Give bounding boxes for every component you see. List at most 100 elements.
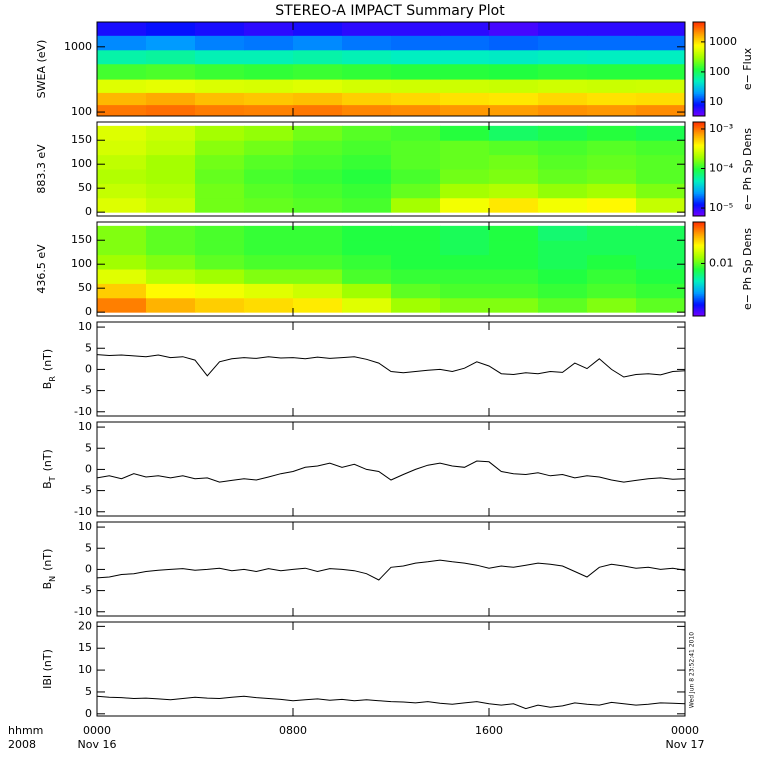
heatmap-cell: [440, 297, 490, 313]
heatmap-cell: [440, 22, 490, 36]
heatmap-cell: [293, 240, 343, 256]
plot-area: [97, 354, 685, 378]
colorbar-cell: [693, 208, 705, 211]
heatmap-cell: [587, 125, 637, 141]
y-axis-label: 436.5 eV: [35, 244, 48, 294]
heatmap-cell: [538, 283, 588, 299]
panel-frame: [96, 321, 686, 417]
heatmap-cell: [293, 125, 343, 141]
heatmap-cell: [244, 104, 294, 116]
y-tick-label: 10: [78, 663, 92, 676]
heatmap-cell: [195, 254, 245, 270]
heatmap-cell: [146, 140, 196, 156]
heatmap-cell: [636, 22, 685, 36]
heatmap-cell: [97, 197, 147, 213]
heatmap-cell: [342, 49, 392, 65]
heatmap-cell: [97, 63, 147, 80]
colorbar-cell: [693, 30, 705, 33]
colorbar-cell: [693, 128, 705, 131]
heatmap-cell: [146, 283, 196, 299]
panel-frame: [96, 21, 686, 117]
colorbar-cell: [693, 134, 705, 137]
y-tick-label: 10: [78, 320, 92, 333]
colorbar-cell: [693, 184, 705, 187]
colorbar-label: e− Ph Sp Dens: [741, 128, 754, 210]
colorbar-cell: [693, 266, 705, 269]
colorbar-cell: [693, 198, 705, 201]
heatmap-cell: [636, 297, 685, 313]
y-tick-label: 1000: [64, 40, 92, 53]
y-axis-label-text: B: [41, 582, 54, 590]
colorbar-cell: [693, 242, 705, 245]
heatmap-cell: [391, 254, 441, 270]
panel-frame: [96, 221, 686, 317]
colorbar-cell: [693, 212, 705, 215]
colorbar-cell: [693, 314, 705, 317]
heatmap-cell: [244, 140, 294, 156]
colorbar-cell: [693, 302, 705, 305]
colorbar-cell: [693, 44, 705, 47]
heatmap-cell: [587, 79, 637, 93]
y-tick-label: 0: [85, 462, 92, 475]
y-tick-label: 100: [71, 105, 92, 118]
heatmap-cell: [391, 49, 441, 65]
colorbar-cell: [693, 52, 705, 55]
colorbar-cell: [693, 312, 705, 315]
y-tick-label: 100: [71, 257, 92, 270]
heatmap-cell: [440, 169, 490, 184]
y-axis-label-sub: R: [48, 376, 57, 382]
heatmap-cell: [440, 225, 490, 241]
colorbar-cell: [693, 204, 705, 207]
colorbar-cell: [693, 150, 705, 153]
heatmap-cell: [244, 269, 294, 284]
colorbar-cell: [693, 230, 705, 233]
colorbar-cell: [693, 32, 705, 35]
colorbar-cell: [693, 306, 705, 309]
heatmap-cell: [146, 35, 196, 51]
colorbar-cell: [693, 24, 705, 27]
heatmap-cell: [636, 183, 685, 199]
heatmap-cell: [636, 79, 685, 93]
colorbar-cell: [693, 286, 705, 289]
heatmap-cell: [244, 49, 294, 65]
heatmap-cell: [489, 169, 539, 184]
heatmap-cell: [244, 154, 294, 170]
heatmap-cell: [587, 169, 637, 184]
y-tick-label: 150: [71, 233, 92, 246]
heatmap-cell: [293, 254, 343, 270]
colorbar-cell: [693, 168, 705, 171]
heatmap-cell: [391, 169, 441, 184]
heatmap-cell: [636, 254, 685, 270]
heatmap-cell: [244, 35, 294, 51]
heatmap-cell: [538, 183, 588, 199]
y-axis-label-text: 883.3 eV: [35, 144, 48, 194]
colorbar-cell: [693, 246, 705, 249]
colorbar-cell: [693, 70, 705, 73]
x-axis-label: 2008: [8, 738, 36, 751]
heatmap-cell: [293, 63, 343, 80]
heatmap-cell: [195, 197, 245, 213]
heatmap-cell: [538, 254, 588, 270]
colorbar-cell: [693, 228, 705, 231]
heatmap-cell: [489, 125, 539, 141]
heatmap-cell: [636, 197, 685, 213]
colorbar-label: e− Ph Sp Dens: [741, 228, 754, 310]
heatmap-cell: [538, 79, 588, 93]
colorbar-cell: [693, 42, 705, 45]
colorbar-cell: [693, 74, 705, 77]
heatmap-cell: [342, 63, 392, 80]
heatmap-cell: [146, 240, 196, 256]
y-tick-label: 0: [85, 205, 92, 218]
heatmap-cell: [489, 283, 539, 299]
y-tick-label: 100: [71, 157, 92, 170]
heatmap-cell: [195, 35, 245, 51]
heatmap-cell: [391, 125, 441, 141]
heatmap-cell: [146, 63, 196, 80]
y-tick-label: 10: [78, 520, 92, 533]
y-tick-label: 50: [78, 281, 92, 294]
heatmap-cell: [195, 297, 245, 313]
heatmap-cell: [146, 92, 196, 106]
heatmap-cell: [97, 225, 147, 241]
colorbar-cell: [693, 138, 705, 141]
